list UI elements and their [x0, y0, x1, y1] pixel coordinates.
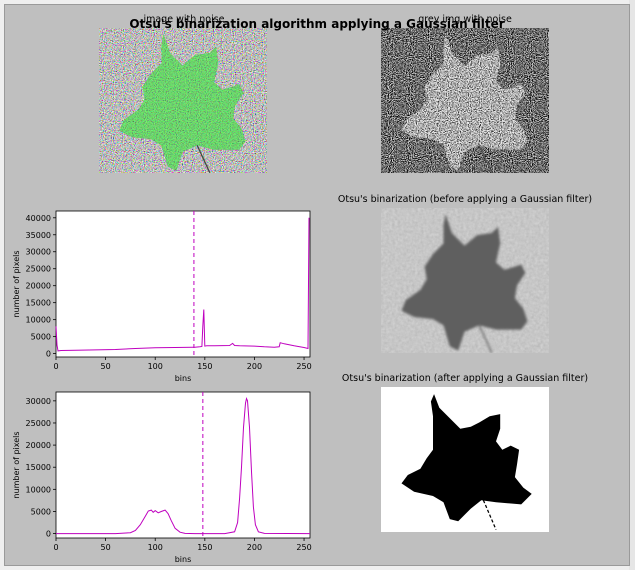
noise-gray-image [381, 28, 549, 173]
y-tick-label: 20000 [26, 282, 51, 291]
y-tick-label: 20000 [26, 441, 51, 450]
x-tick-label: 50 [101, 362, 111, 371]
x-axis-label: bins [175, 374, 192, 383]
x-tick-label: 200 [247, 543, 262, 552]
histogram-after-chart: 0 5000 10000 15000 20000 25000 30000 0 50 100 150 2… [12, 391, 312, 564]
noise-gray-title: grey img with noise [418, 14, 512, 25]
y-tick-label: 0 [46, 350, 51, 359]
noise-color-image [99, 28, 267, 173]
x-tick-label: 150 [197, 543, 212, 552]
y-tick-label: 0 [46, 530, 51, 539]
y-tick-label: 30000 [26, 397, 51, 406]
y-tick-label: 5000 [31, 507, 51, 516]
otsu-before-image [381, 208, 549, 353]
y-tick-label: 25000 [26, 265, 51, 274]
window-border [629, 0, 635, 570]
x-tick-label: 0 [53, 543, 58, 552]
x-tick-label: 50 [101, 543, 111, 552]
histogram-line [56, 397, 311, 535]
y-tick-label: 5000 [31, 333, 51, 342]
otsu-after-image [381, 387, 549, 532]
x-axis-label: bins [175, 555, 192, 564]
histogram-line [55, 217, 310, 352]
y-tick-label: 35000 [26, 231, 51, 240]
histogram-before-chart: 0 5000 10000 15000 20000 25000 30000 35000 40000… [12, 210, 312, 383]
x-tick-label: 100 [148, 362, 163, 371]
y-tick-label: 10000 [26, 485, 51, 494]
figure-suptitle: Otsu's binarization algorithm applying a… [129, 17, 505, 31]
y-tick-label: 25000 [26, 419, 51, 428]
y-tick-label: 15000 [26, 299, 51, 308]
otsu-before-title: Otsu's binarization (before applying a G… [337, 194, 593, 205]
y-axis-label: number of pixels [12, 250, 21, 317]
y-tick-label: 40000 [26, 214, 51, 223]
y-axis-label: number of pixels [12, 431, 21, 498]
x-tick-label: 200 [247, 362, 262, 371]
x-tick-label: 0 [53, 362, 58, 371]
x-tick-label: 150 [197, 362, 212, 371]
x-tick-label: 250 [296, 362, 311, 371]
noise-color-title: image with noise [143, 14, 225, 25]
x-tick-label: 250 [296, 543, 311, 552]
y-tick-label: 15000 [26, 463, 51, 472]
x-tick-label: 100 [148, 543, 163, 552]
otsu-after-title: Otsu's binarization (after applying a Ga… [341, 373, 589, 384]
y-tick-label: 30000 [26, 248, 51, 257]
y-tick-label: 10000 [26, 316, 51, 325]
plot-area [55, 210, 311, 358]
plot-area [55, 391, 311, 539]
figure-canvas: Otsu's binarization algorithm applying a… [4, 4, 630, 566]
